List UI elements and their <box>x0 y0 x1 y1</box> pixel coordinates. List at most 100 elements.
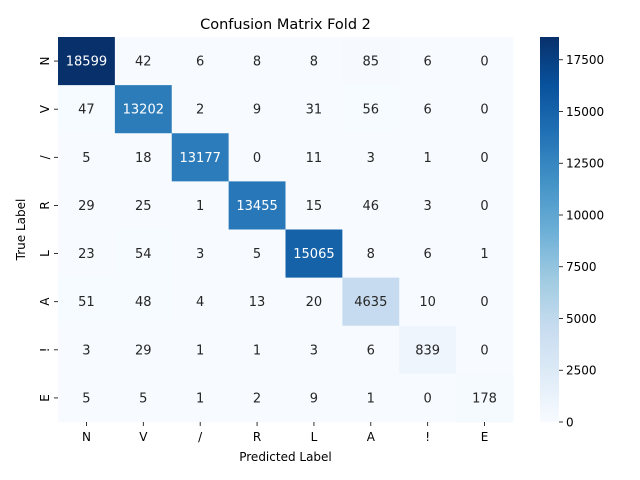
cell-value-label: 839 <box>415 343 440 358</box>
heatmap-cell <box>171 325 230 375</box>
heatmap-cell <box>228 37 286 86</box>
cell-value-label: 5 <box>82 391 90 406</box>
heatmap-cell <box>285 229 343 279</box>
colorbar-tick-label: 0 <box>566 416 574 430</box>
heatmap-cell <box>399 277 457 327</box>
cell-value-label: 11 <box>306 151 323 166</box>
y-tick-label: E <box>38 394 52 402</box>
cell-value-label: 10 <box>419 295 436 310</box>
heatmap-cell <box>342 229 400 279</box>
heatmap-cell <box>342 373 400 423</box>
heatmap-cell <box>171 373 230 423</box>
colorbar-tick-label: 5000 <box>566 312 597 326</box>
cell-value-label: 29 <box>135 343 152 358</box>
cell-value-label: 46 <box>363 199 380 214</box>
heatmap-cell <box>456 133 514 182</box>
y-axis-ticks: N V / R L A! E <box>38 57 58 402</box>
cell-value-label: 4 <box>196 295 204 310</box>
cell-value-label: 9 <box>253 103 261 118</box>
heatmap-cell <box>171 85 230 134</box>
colorbar-tick-label: 10000 <box>566 208 604 222</box>
heatmap-cell <box>342 325 400 375</box>
heatmap-cell <box>114 85 173 134</box>
heatmap-cell <box>58 325 116 375</box>
heatmap-cell <box>456 85 514 134</box>
colorbar <box>540 37 559 422</box>
heatmap-cell <box>456 229 514 279</box>
heatmap-cell <box>342 277 400 327</box>
cell-value-label: 13177 <box>180 151 221 166</box>
heatmap-cell <box>285 325 343 375</box>
cell-value-label: 0 <box>480 151 488 166</box>
y-tick-label: R <box>38 201 52 209</box>
cell-value-label: 54 <box>135 247 152 262</box>
cell-value-label: 48 <box>135 295 152 310</box>
heatmap-cell <box>285 181 343 230</box>
cell-value-label: 8 <box>253 55 261 70</box>
heatmap-cell <box>58 277 116 327</box>
cell-value-label: 1 <box>196 199 204 214</box>
heatmap-cell <box>58 133 116 182</box>
y-tick-label: / <box>38 154 52 159</box>
heatmap-cell <box>114 373 173 423</box>
x-axis-ticks: N V / R L A! E <box>82 422 488 444</box>
heatmap-cell <box>399 181 457 230</box>
cell-value-label: 1 <box>253 343 261 358</box>
heatmap-cell <box>114 37 173 86</box>
x-tick-label: N <box>82 430 91 444</box>
cell-value-label: 51 <box>78 295 95 310</box>
cell-value-label: 0 <box>480 199 488 214</box>
x-tick-label: / <box>198 430 203 444</box>
cell-value-label: 0 <box>480 55 488 70</box>
x-tick-label: E <box>481 430 489 444</box>
heatmap-cell <box>342 37 400 86</box>
heatmap-cell <box>171 133 230 182</box>
cell-value-label: 0 <box>480 295 488 310</box>
heatmap-cell <box>58 229 116 279</box>
cell-value-label: 3 <box>196 247 204 262</box>
colorbar-tick-label: 15000 <box>566 105 604 119</box>
cell-value-label: 6 <box>424 103 432 118</box>
heatmap-cell <box>228 325 286 375</box>
cell-value-label: 15065 <box>293 247 334 262</box>
cell-value-label: 8 <box>367 247 375 262</box>
cell-value-label: 25 <box>135 199 152 214</box>
cell-value-label: 13202 <box>123 103 164 118</box>
heatmap-cell <box>171 229 230 279</box>
cell-value-label: 0 <box>480 343 488 358</box>
x-tick-label: R <box>253 430 261 444</box>
y-tick-label: V <box>38 104 52 113</box>
heatmap-cell <box>285 373 343 423</box>
heatmap-cell <box>114 229 173 279</box>
cell-value-label: 0 <box>480 103 488 118</box>
cell-value-label: 42 <box>135 55 152 70</box>
cell-value-label: 1 <box>196 343 204 358</box>
heatmap-cell <box>399 229 457 279</box>
y-tick-label: A <box>38 297 52 306</box>
heatmap-cell <box>456 277 514 327</box>
heatmap-cell <box>228 85 286 134</box>
heatmap-cell <box>399 373 457 423</box>
cell-value-label: 5 <box>253 247 261 262</box>
heatmap-cells: 18599 42 6 8 8 85 6 047 13202 2 9 31 56 6 05 18 13177 0 11… <box>58 37 514 423</box>
cell-value-label: 2 <box>253 391 261 406</box>
cell-value-label: 13455 <box>236 199 277 214</box>
cell-value-label: 2 <box>196 103 204 118</box>
colorbar-ticks: 0 2500 5000 7500 10000 12500 15000 17500 <box>559 53 604 430</box>
cell-value-label: 6 <box>367 343 375 358</box>
x-tick-label: V <box>139 430 148 444</box>
heatmap-cell <box>456 325 514 375</box>
heatmap-cell <box>228 229 286 279</box>
heatmap-cell <box>228 181 286 230</box>
colorbar-tick-label: 7500 <box>566 260 597 274</box>
cell-value-label: 6 <box>424 55 432 70</box>
heatmap-cell <box>114 325 173 375</box>
cell-value-label: 178 <box>472 391 497 406</box>
cell-value-label: 18 <box>135 151 152 166</box>
heatmap-cell <box>171 181 230 230</box>
colorbar-tick-label: 17500 <box>566 53 604 67</box>
x-tick-label: L <box>311 430 318 444</box>
heatmap-cell <box>114 277 173 327</box>
heatmap-cell <box>399 37 457 86</box>
